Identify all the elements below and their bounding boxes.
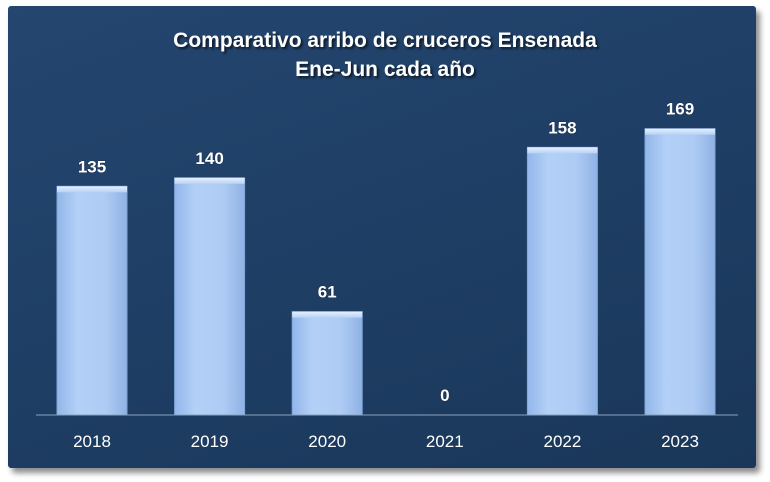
x-tick-label-2023: 2023 (661, 432, 699, 451)
data-label-2020: 61 (318, 283, 337, 302)
bar-2018 (56, 185, 128, 416)
data-label-2021: 0 (440, 386, 449, 405)
x-tick-label-2021: 2021 (426, 432, 464, 451)
bar-2023 (644, 128, 716, 416)
x-tick-label-2022: 2022 (543, 432, 581, 451)
data-label-2022: 158 (548, 118, 576, 137)
x-tick-label-2018: 2018 (73, 432, 111, 451)
bar-2020 (291, 311, 363, 416)
bar-2019 (174, 177, 246, 416)
chart-title: Comparativo arribo de cruceros Ensenada (173, 29, 597, 52)
chart-background (8, 6, 756, 468)
chart-subtitle: Ene-Jun cada año (295, 58, 475, 81)
data-label-2023: 169 (666, 100, 694, 119)
x-tick-label-2019: 2019 (191, 432, 229, 451)
data-label-2019: 140 (195, 149, 223, 168)
x-tick-label-2020: 2020 (308, 432, 346, 451)
data-label-2018: 135 (78, 157, 106, 176)
bar-2022 (526, 146, 598, 416)
